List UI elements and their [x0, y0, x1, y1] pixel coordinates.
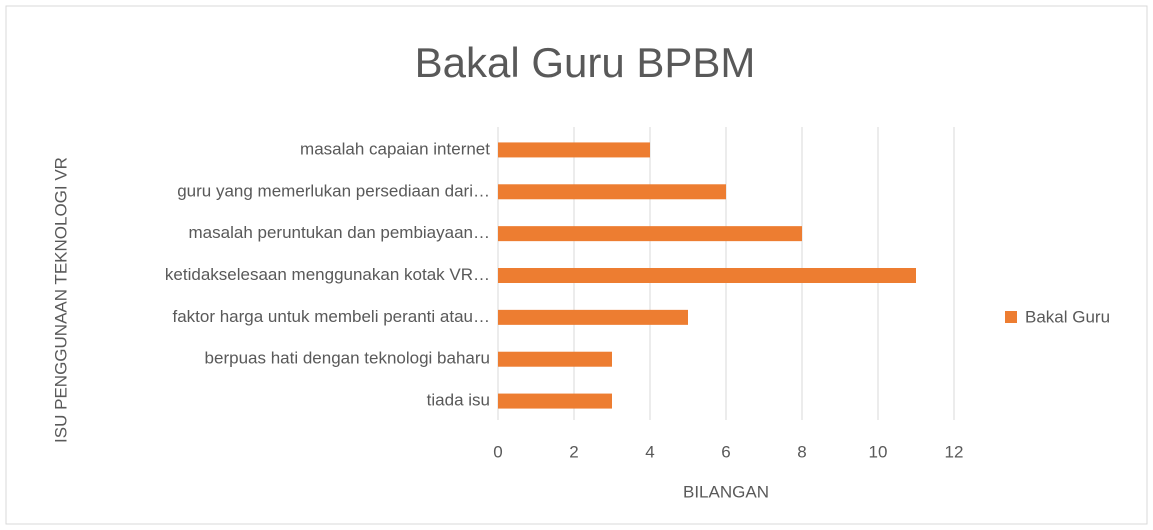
bar: [498, 309, 688, 325]
bar: [498, 142, 650, 158]
chart-border: [5, 5, 1148, 525]
y-tick-label: masalah capaian internet: [300, 139, 490, 158]
bar: [498, 393, 612, 409]
y-tick-label: ketidakselesaan menggunakan kotak VR…: [165, 265, 490, 284]
x-tick-label: 8: [797, 442, 806, 461]
x-tick-label: 2: [569, 442, 578, 461]
x-tick-label: 6: [721, 442, 730, 461]
bar: [498, 184, 726, 200]
y-tick-label: berpuas hati dengan teknologi baharu: [205, 349, 490, 368]
y-tick-label: faktor harga untuk membeli peranti atau…: [172, 307, 490, 326]
x-tick-label: 0: [493, 442, 502, 461]
legend-label: Bakal Guru: [1025, 307, 1110, 326]
x-tick-label: 12: [945, 442, 964, 461]
x-axis-label: BILANGAN: [683, 482, 769, 501]
y-axis-label: ISU PENGGUNAAN TEKNOLOGI VR: [51, 157, 70, 443]
y-tick-label: masalah peruntukan dan pembiayaan…: [189, 223, 490, 242]
y-tick-label: tiada isu: [427, 391, 490, 410]
y-tick-label: guru yang memerlukan persediaan dari…: [177, 181, 490, 200]
x-tick-label: 4: [645, 442, 654, 461]
bar: [498, 268, 916, 283]
bar: [498, 226, 802, 242]
bar: [498, 351, 612, 367]
legend-swatch: [1005, 311, 1017, 323]
x-tick-label: 10: [869, 442, 888, 461]
chart-title: Bakal Guru BPBM: [415, 39, 756, 86]
